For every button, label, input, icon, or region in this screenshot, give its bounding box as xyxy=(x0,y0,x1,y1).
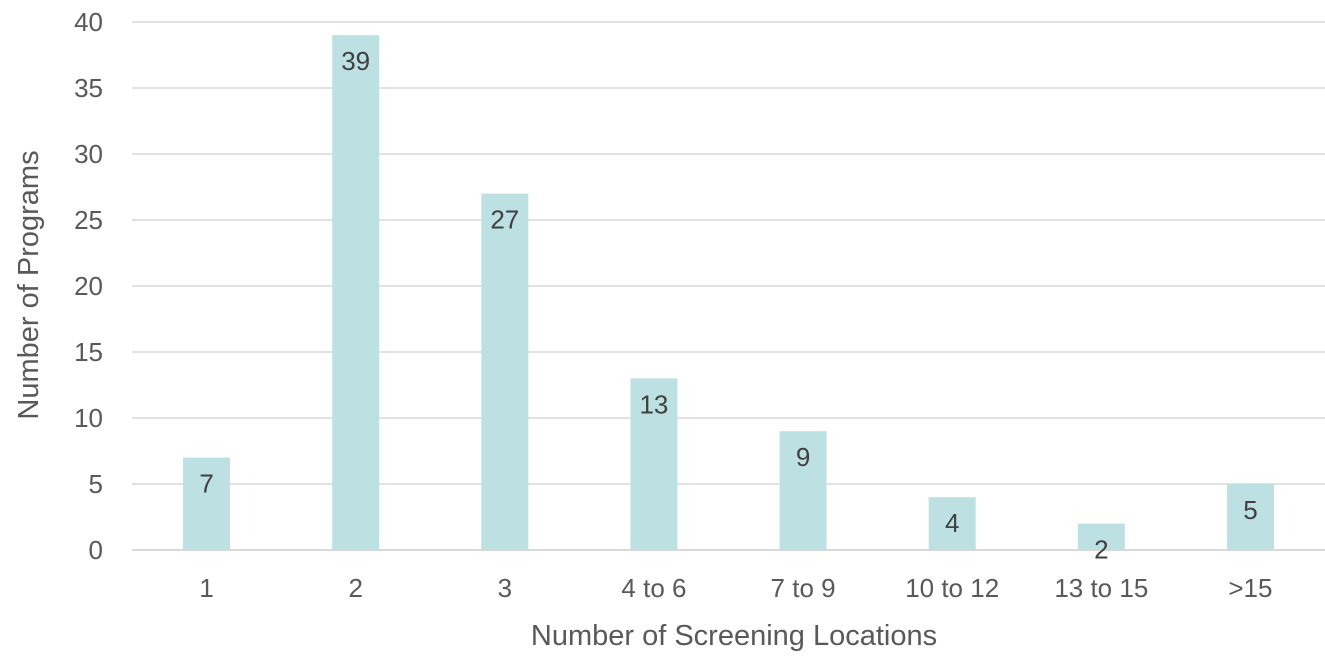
bar xyxy=(928,497,976,550)
y-tick-label: 5 xyxy=(89,469,103,499)
data-label: 2 xyxy=(1094,535,1108,565)
bar xyxy=(630,378,678,550)
data-label: 7 xyxy=(199,469,213,499)
x-tick-label: 13 to 15 xyxy=(1054,573,1148,603)
bar xyxy=(481,193,529,550)
data-label: 13 xyxy=(639,389,668,419)
bars xyxy=(183,35,1274,550)
gridlines xyxy=(132,21,1325,551)
x-tick-label: 7 to 9 xyxy=(771,573,836,603)
y-tick-label: 30 xyxy=(74,139,103,169)
data-labels: 7 39 27 13 9 4 2 5 xyxy=(199,46,1257,564)
bar xyxy=(779,431,827,550)
bar xyxy=(332,35,380,550)
y-axis-title: Number of Programs xyxy=(13,150,45,419)
bar xyxy=(1226,484,1274,550)
y-axis-ticks: 0 5 10 15 20 25 30 35 40 xyxy=(74,7,103,565)
y-tick-label: 0 xyxy=(89,535,103,565)
y-tick-label: 25 xyxy=(74,205,103,235)
data-label: 9 xyxy=(796,442,810,472)
data-label: 5 xyxy=(1243,495,1257,525)
bar xyxy=(183,457,231,550)
y-tick-label: 15 xyxy=(74,337,103,367)
y-tick-label: 35 xyxy=(74,73,103,103)
data-label: 4 xyxy=(945,508,959,538)
y-tick-label: 20 xyxy=(74,271,103,301)
data-label: 39 xyxy=(341,46,370,76)
x-axis-ticks: 1 2 3 4 to 6 7 to 9 10 to 12 13 to 15 >15 xyxy=(199,573,1272,603)
bar xyxy=(1077,523,1125,550)
x-tick-label: 4 to 6 xyxy=(621,573,686,603)
x-tick-label: 10 to 12 xyxy=(905,573,999,603)
y-tick-label: 40 xyxy=(74,7,103,37)
x-axis-title: Number of Screening Locations xyxy=(531,620,937,652)
x-tick-label: >15 xyxy=(1228,573,1272,603)
y-tick-label: 10 xyxy=(74,403,103,433)
x-tick-label: 1 xyxy=(199,573,213,603)
x-tick-label: 3 xyxy=(498,573,512,603)
x-tick-label: 2 xyxy=(348,573,362,603)
data-label: 27 xyxy=(490,205,519,235)
